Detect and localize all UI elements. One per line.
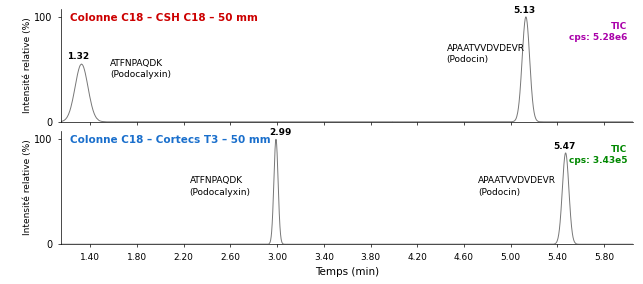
Text: TIC
cps: 5.28e6: TIC cps: 5.28e6 (569, 22, 628, 42)
Text: 5.47: 5.47 (553, 142, 575, 151)
Y-axis label: Intensité relative (%): Intensité relative (%) (23, 17, 32, 113)
Text: APAATVVDVDEVR
(Podocin): APAATVVDVDEVR (Podocin) (446, 43, 525, 64)
Text: TIC
cps: 3.43e5: TIC cps: 3.43e5 (569, 145, 628, 165)
X-axis label: Temps (min): Temps (min) (315, 267, 379, 277)
Text: APAATVVDVDEVR
(Podocin): APAATVVDVDEVR (Podocin) (478, 176, 556, 197)
Text: ATFNPAQDK
(Podocalyxin): ATFNPAQDK (Podocalyxin) (110, 59, 171, 80)
Text: 5.13: 5.13 (514, 6, 536, 15)
Y-axis label: Intensité relative (%): Intensité relative (%) (23, 140, 32, 235)
Text: 1.32: 1.32 (67, 52, 89, 61)
Text: ATFNPAQDK
(Podocalyxin): ATFNPAQDK (Podocalyxin) (190, 176, 251, 197)
Text: 2.99: 2.99 (269, 128, 292, 137)
Text: Colonne C18 – CSH C18 – 50 mm: Colonne C18 – CSH C18 – 50 mm (69, 13, 258, 23)
Text: Colonne C18 – Cortecs T3 – 50 mm: Colonne C18 – Cortecs T3 – 50 mm (69, 135, 270, 145)
